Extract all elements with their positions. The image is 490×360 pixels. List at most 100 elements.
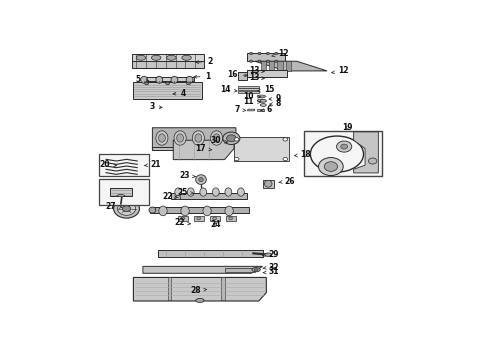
Ellipse shape [117,194,124,197]
Ellipse shape [167,55,176,60]
Ellipse shape [177,134,184,142]
Polygon shape [133,278,267,301]
Text: 6: 6 [261,105,271,114]
Ellipse shape [275,60,278,62]
FancyBboxPatch shape [99,154,148,176]
Text: 16: 16 [227,70,247,79]
Polygon shape [131,61,204,68]
Text: 21: 21 [145,160,161,169]
Ellipse shape [195,134,202,142]
Text: 12: 12 [332,66,349,75]
Ellipse shape [156,76,163,83]
Ellipse shape [141,76,147,83]
Ellipse shape [200,188,207,196]
Text: 30: 30 [210,136,227,145]
FancyBboxPatch shape [304,131,382,176]
Polygon shape [110,188,131,195]
Ellipse shape [213,134,220,142]
Ellipse shape [257,99,266,102]
Ellipse shape [229,217,233,220]
Ellipse shape [324,162,338,171]
Polygon shape [172,193,247,199]
Polygon shape [286,61,291,71]
Text: 23: 23 [179,171,196,180]
Ellipse shape [254,269,258,271]
Ellipse shape [234,138,239,141]
Ellipse shape [196,298,204,302]
Text: 22: 22 [174,218,191,227]
Text: 20: 20 [99,160,117,169]
Text: 28: 28 [190,286,207,295]
Text: 7: 7 [234,105,246,114]
Polygon shape [143,77,194,81]
Polygon shape [261,61,266,71]
Polygon shape [220,278,224,300]
Ellipse shape [192,131,204,145]
Text: 10: 10 [243,92,261,101]
Polygon shape [238,86,259,87]
Ellipse shape [252,267,260,272]
Polygon shape [210,216,220,221]
Text: 13: 13 [249,66,264,75]
Ellipse shape [249,60,253,62]
Text: 18: 18 [294,150,311,159]
Text: 15: 15 [258,85,274,94]
Polygon shape [224,268,255,272]
Ellipse shape [267,60,270,62]
Ellipse shape [196,175,206,184]
Text: 25: 25 [177,188,194,197]
Polygon shape [247,53,285,61]
Text: 4: 4 [173,89,186,98]
Polygon shape [133,82,202,99]
Ellipse shape [368,158,377,164]
Text: 12: 12 [272,49,288,58]
Ellipse shape [265,180,272,187]
Ellipse shape [181,217,185,220]
Ellipse shape [234,157,239,161]
Ellipse shape [227,135,236,142]
Ellipse shape [187,188,194,196]
Ellipse shape [114,199,140,218]
Polygon shape [269,61,274,71]
Text: 2: 2 [196,57,213,66]
Ellipse shape [225,206,233,216]
Polygon shape [354,132,378,173]
Ellipse shape [181,206,189,216]
Text: 22: 22 [162,192,178,201]
Polygon shape [194,216,204,221]
Polygon shape [168,278,172,300]
Ellipse shape [197,217,200,220]
Polygon shape [173,140,234,159]
Ellipse shape [175,188,182,196]
Ellipse shape [267,52,270,55]
Ellipse shape [223,132,240,144]
Ellipse shape [265,253,271,256]
Polygon shape [152,147,224,150]
Polygon shape [226,216,236,221]
Text: 24: 24 [211,220,221,229]
Text: 26: 26 [279,177,295,186]
Polygon shape [131,54,204,61]
Ellipse shape [249,52,253,55]
Text: 5: 5 [136,75,149,84]
Ellipse shape [186,76,193,83]
Ellipse shape [211,131,222,145]
Ellipse shape [145,82,148,85]
Ellipse shape [151,55,161,60]
Polygon shape [152,128,236,150]
Polygon shape [247,109,255,111]
Polygon shape [238,89,259,90]
Ellipse shape [122,206,131,212]
Ellipse shape [341,144,347,149]
Ellipse shape [136,55,146,60]
Text: 11: 11 [243,97,261,106]
Ellipse shape [171,76,178,83]
Polygon shape [143,266,263,273]
Polygon shape [277,61,283,71]
Polygon shape [255,61,327,71]
Ellipse shape [174,131,186,145]
Text: 31: 31 [263,267,279,276]
Ellipse shape [118,202,136,215]
Ellipse shape [283,157,288,161]
Ellipse shape [260,104,267,107]
